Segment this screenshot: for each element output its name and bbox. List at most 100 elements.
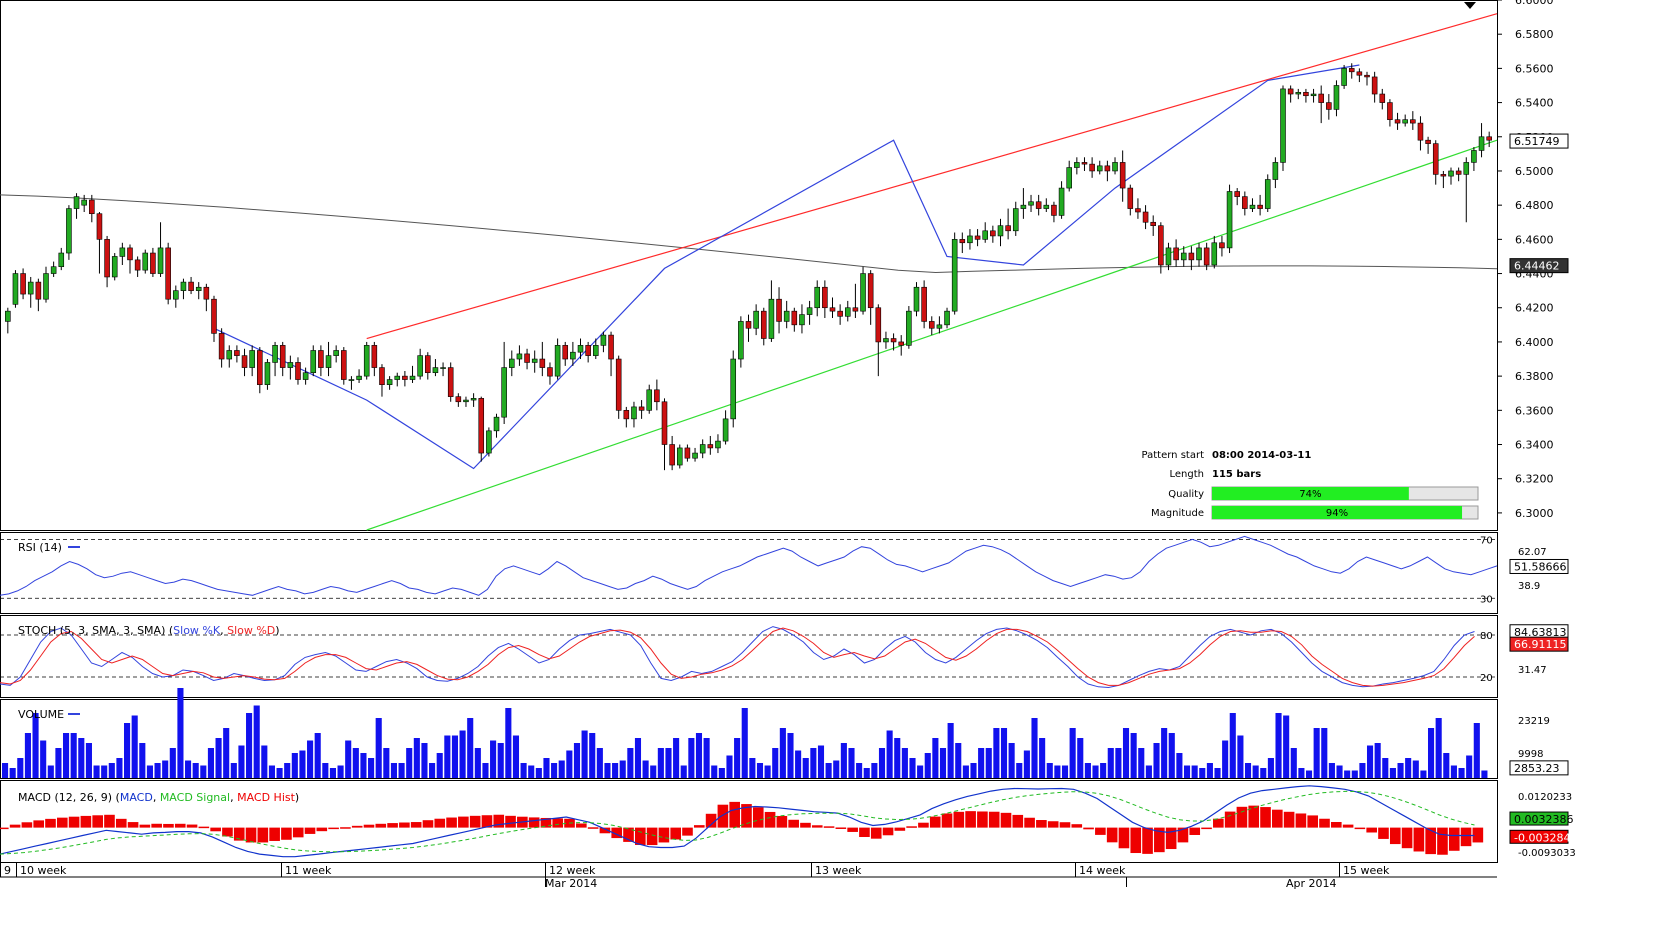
volume-bar bbox=[657, 748, 664, 778]
price-tick-label: 6.5800 bbox=[1515, 28, 1554, 41]
macd-hist-bar bbox=[139, 824, 151, 828]
price-tick-label: 6.4000 bbox=[1515, 336, 1554, 349]
volume-bar bbox=[985, 748, 992, 778]
candle-body bbox=[417, 355, 423, 377]
macd-hist-bar bbox=[269, 827, 280, 841]
candle-body bbox=[486, 430, 492, 454]
candle-body bbox=[1448, 170, 1454, 177]
candle-body bbox=[890, 338, 897, 343]
candle-body bbox=[1066, 167, 1072, 189]
candle-body bbox=[791, 310, 798, 326]
volume-bar bbox=[1222, 740, 1229, 778]
candle-body bbox=[356, 375, 362, 380]
pattern-length-label: Length bbox=[1170, 469, 1205, 480]
candle-body bbox=[1242, 196, 1248, 209]
macd-hist-bar bbox=[245, 827, 257, 843]
candle-body bbox=[1035, 201, 1042, 209]
volume-bar bbox=[451, 735, 459, 778]
candle-body bbox=[1387, 102, 1393, 120]
volume-bar bbox=[1153, 743, 1160, 778]
macd-hist-bar bbox=[965, 811, 976, 828]
price-tick-label: 6.3400 bbox=[1515, 439, 1554, 452]
volume-bar bbox=[749, 758, 756, 778]
volume-right-label: 23219 bbox=[1518, 716, 1550, 727]
volume-bar bbox=[101, 765, 108, 778]
price-tick-label: 6.5400 bbox=[1515, 97, 1554, 110]
macd-hist-bar bbox=[894, 827, 906, 831]
candle-body bbox=[425, 355, 431, 374]
candle-body bbox=[12, 273, 19, 305]
volume-bar bbox=[85, 743, 92, 778]
candle-body bbox=[363, 345, 370, 377]
volume-bar bbox=[246, 713, 253, 778]
candle-body bbox=[150, 252, 156, 274]
candle-body bbox=[58, 252, 65, 268]
candle-body bbox=[211, 298, 217, 334]
volume-bar bbox=[70, 733, 77, 778]
candle-body bbox=[554, 345, 561, 377]
macd-right-label: 0.0120233 bbox=[1518, 792, 1572, 803]
macd-hist-bar bbox=[422, 820, 434, 828]
volume-bar bbox=[1031, 718, 1038, 778]
candle-body bbox=[623, 410, 630, 420]
candle-body bbox=[1410, 119, 1416, 124]
volume-bar bbox=[1328, 763, 1335, 778]
candle-body bbox=[944, 310, 950, 326]
macd-hist-bar bbox=[1413, 827, 1425, 852]
candle-body bbox=[959, 239, 966, 244]
candle-body bbox=[195, 286, 202, 291]
candle-body bbox=[89, 199, 95, 215]
rsi-right-label: 38.9 bbox=[1518, 581, 1540, 592]
macd-hist-bar bbox=[68, 816, 80, 828]
volume-bar bbox=[1374, 743, 1381, 778]
candle-body bbox=[478, 398, 485, 454]
volume-bar bbox=[1351, 770, 1358, 778]
volume-bar bbox=[32, 713, 39, 778]
candle-body bbox=[1104, 165, 1111, 172]
candle-body bbox=[684, 447, 691, 459]
candle-body bbox=[707, 444, 714, 449]
volume-bar bbox=[215, 738, 222, 778]
macd-hist-bar bbox=[587, 827, 599, 829]
volume-bar bbox=[1084, 763, 1091, 778]
candle-body bbox=[852, 307, 859, 312]
macd-hist-bar bbox=[1106, 827, 1118, 843]
rsi-title: RSI (14) bbox=[18, 541, 62, 554]
volume-bar bbox=[390, 763, 398, 778]
price-tick-label: 6.3800 bbox=[1515, 370, 1554, 383]
volume-bar bbox=[1435, 718, 1442, 778]
macd-hist-bar bbox=[1000, 812, 1012, 828]
volume-bar bbox=[383, 748, 390, 778]
candle-body bbox=[715, 440, 721, 449]
macd-hist-bar bbox=[764, 811, 776, 828]
pattern-start-value: 08:00 2014-03-11 bbox=[1212, 450, 1311, 461]
candle-body bbox=[234, 350, 240, 356]
volume-bar bbox=[1176, 753, 1183, 778]
volume-bar bbox=[856, 763, 863, 778]
macd-current-box bbox=[1509, 829, 1569, 844]
volume-bar bbox=[24, 733, 31, 778]
candle-body bbox=[1119, 162, 1126, 189]
volume-bar bbox=[1145, 765, 1152, 778]
macd-hist-bar bbox=[823, 826, 835, 828]
macd-hist-bar bbox=[776, 815, 788, 828]
macd-hist-bar bbox=[210, 827, 221, 832]
candle-body bbox=[669, 444, 675, 466]
volume-bar bbox=[741, 708, 748, 778]
macd-hist-bar bbox=[1059, 822, 1071, 828]
candle-body bbox=[829, 307, 836, 312]
candle-body bbox=[1112, 162, 1118, 172]
macd-hist-bar bbox=[304, 827, 316, 834]
candle-body bbox=[104, 239, 110, 278]
candle-body bbox=[341, 350, 347, 380]
candle-body bbox=[1234, 191, 1240, 197]
macd-hist-bar bbox=[233, 827, 245, 841]
candle-body bbox=[1020, 204, 1027, 209]
candle-body bbox=[463, 399, 469, 403]
volume-bar bbox=[612, 763, 619, 778]
candle-body bbox=[1341, 68, 1347, 86]
volume-bar bbox=[1389, 768, 1396, 778]
volume-bar bbox=[512, 735, 520, 778]
macd-hist-bar bbox=[446, 817, 457, 828]
price-tick-label: 6.5600 bbox=[1515, 62, 1554, 75]
